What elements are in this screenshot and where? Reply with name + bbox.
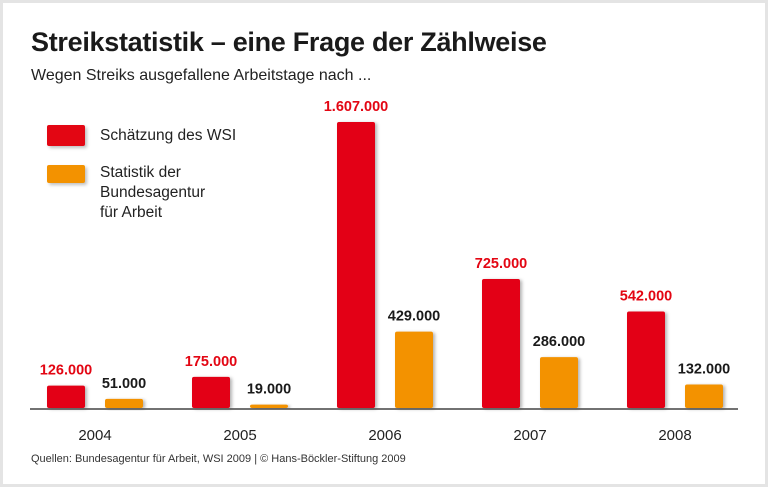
- x-tick-label: 2007: [513, 427, 546, 444]
- bar-ba-2005: [250, 404, 288, 408]
- data-label: 429.000: [388, 309, 440, 325]
- data-label: 51.000: [102, 376, 146, 392]
- bar-wsi-2007: [482, 278, 520, 408]
- legend-swatch-ba: [47, 165, 85, 183]
- data-label: 725.000: [475, 256, 527, 272]
- data-label: 175.000: [185, 354, 237, 370]
- data-label: 126.000: [40, 363, 92, 379]
- chart-subtitle: Wegen Streiks ausgefallene Arbeitstage n…: [31, 67, 372, 84]
- data-label: 19.000: [247, 382, 291, 398]
- data-label: 542.000: [620, 289, 672, 305]
- chart-title: Streikstatistik – eine Frage der Zählwei…: [31, 27, 547, 57]
- legend-label-ba-line: Bundesagentur: [100, 184, 206, 201]
- bar-ba-2007: [540, 357, 578, 408]
- bar-wsi-2005: [192, 376, 230, 408]
- bar-ba-2006: [395, 331, 433, 408]
- legend-label-ba: Statistik der Bundesagentur für Arbeit: [100, 163, 205, 223]
- bar-ba-2008: [685, 384, 723, 408]
- bar-chart: 126.000 51.000 2004 175.000 19.000 2005 1.607.…: [30, 99, 738, 444]
- data-label: 286.000: [533, 334, 585, 350]
- legend-label-ba-line: Statistik der: [100, 164, 181, 181]
- x-tick-label: 2005: [223, 427, 256, 444]
- legend-swatch-wsi: [47, 125, 85, 146]
- bar-wsi-2006: [337, 122, 375, 408]
- x-tick-label: 2004: [78, 427, 111, 444]
- source-note: Quellen: Bundesagentur für Arbeit, WSI 2…: [31, 453, 406, 465]
- bar-wsi-2004: [47, 385, 85, 408]
- bar-wsi-2008: [627, 311, 665, 408]
- legend-label-ba-line: für Arbeit: [100, 204, 163, 221]
- legend-label-wsi: Schätzung des WSI: [100, 127, 237, 144]
- x-tick-label: 2006: [368, 427, 401, 444]
- data-label: 1.607.000: [324, 99, 389, 115]
- bar-ba-2004: [105, 398, 143, 408]
- x-tick-label: 2008: [658, 427, 691, 444]
- data-label: 132.000: [678, 362, 730, 378]
